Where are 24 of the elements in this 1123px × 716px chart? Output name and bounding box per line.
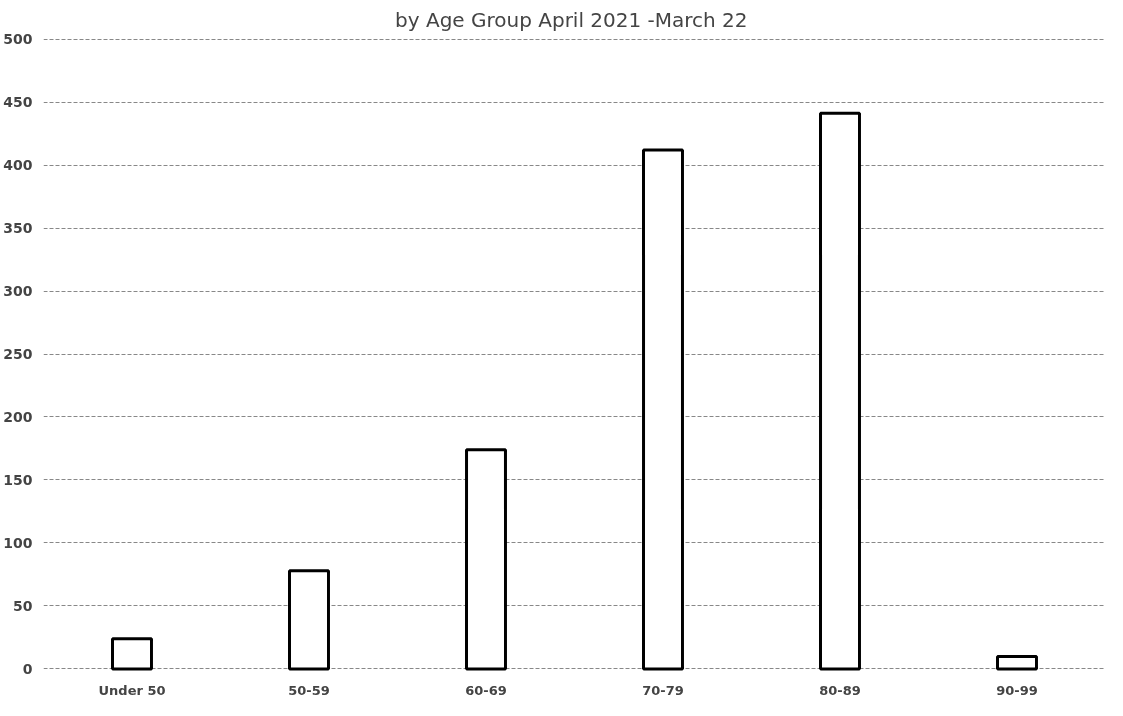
y-tick-label: 150 (3, 471, 33, 488)
x-tick-label: 90-99 (996, 682, 1038, 698)
y-tick-label: 450 (3, 94, 33, 111)
bar (642, 148, 684, 671)
y-tick-label: 200 (3, 409, 33, 425)
y-tick-label: 300 (3, 283, 33, 299)
y-tick-label: 0 (22, 660, 33, 677)
x-tick-label: 60-69 (465, 682, 507, 698)
bar (111, 637, 153, 671)
x-tick-label: 70-79 (642, 682, 684, 698)
y-tick-label: 350 (3, 220, 33, 237)
bar (288, 569, 330, 671)
bar (465, 448, 507, 671)
y-tick-label: 100 (3, 534, 33, 551)
y-tick-label: 500 (3, 31, 33, 48)
x-tick-label: 50-59 (288, 682, 330, 698)
bar (996, 654, 1038, 671)
y-tick-label: 50 (13, 597, 33, 614)
y-tick-label: 400 (3, 157, 33, 174)
bar (819, 111, 861, 671)
x-tick-label: 80-89 (819, 682, 861, 698)
y-tick-label: 250 (3, 346, 33, 362)
x-tick-label: Under 50 (98, 682, 166, 698)
chart-title: by Age Group April 2021 -March 22 (395, 7, 748, 32)
